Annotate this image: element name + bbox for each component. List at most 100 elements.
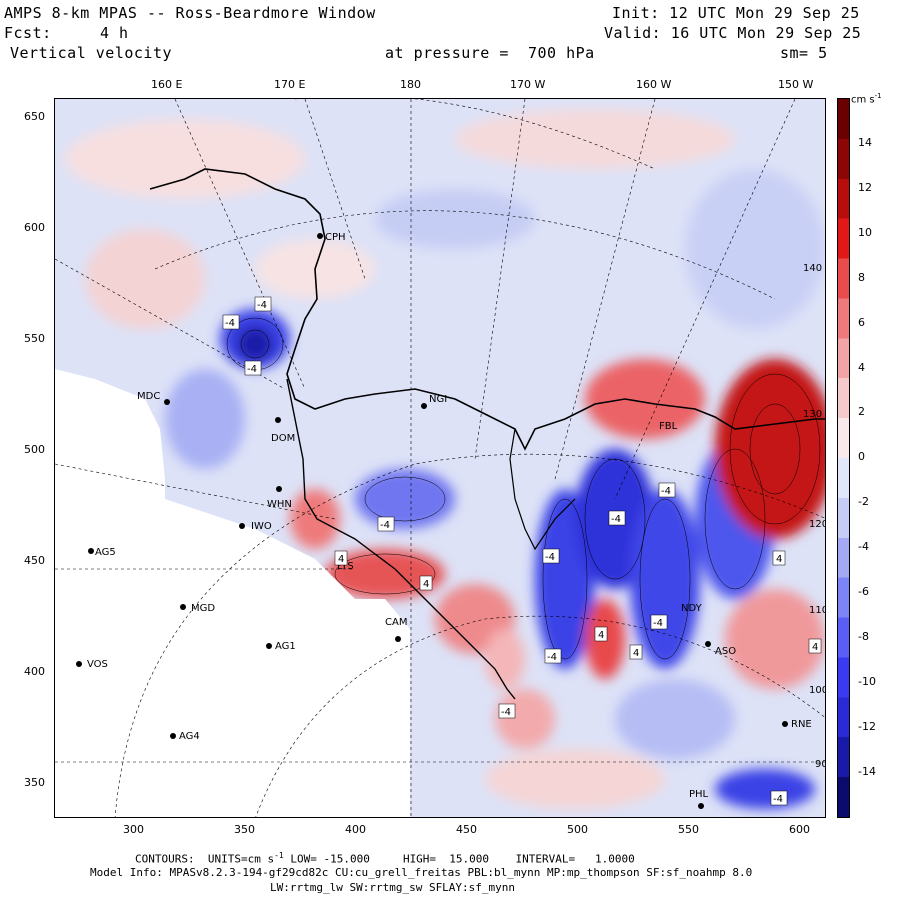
svg-text:4: 4 — [633, 648, 639, 659]
svg-text:4: 4 — [776, 554, 782, 565]
station-iwo: IWO — [251, 521, 272, 532]
x-tick-400: 400 — [345, 823, 366, 836]
ice-shelf-edge — [286, 378, 516, 700]
svg-text:-4: -4 — [611, 514, 621, 525]
colorbar-tick: 12 — [858, 180, 872, 194]
colorbar-tick: -10 — [858, 674, 876, 688]
station-mgd: MGD — [191, 603, 215, 614]
x-tick-350: 350 — [234, 823, 255, 836]
svg-text:-4: -4 — [661, 486, 671, 497]
map-title: AMPS 8-km MPAS -- Ross-Beardmore Window — [4, 4, 376, 22]
colorbar-tick: -14 — [858, 764, 876, 778]
contour-info: CONTOURS: UNITS=cm s-1 LOW= -15.000 HIGH… — [135, 851, 635, 866]
lon-110w: 110 W — [809, 605, 826, 616]
colorbar-units: cm s-1 — [851, 92, 882, 106]
lon-130w: 130 W — [803, 409, 826, 420]
top-tick-170w: 170 W — [510, 78, 546, 91]
colorbar-tick: -4 — [858, 540, 869, 554]
svg-text:-4: -4 — [247, 364, 257, 375]
station-ag5: AG5 — [95, 547, 116, 558]
top-tick-180: 180 — [400, 78, 421, 91]
station-ngi: NGI — [429, 394, 447, 405]
station-vos: VOS — [87, 659, 108, 670]
y-tick-600: 600 — [24, 221, 45, 234]
valid-time: Valid: 16 UTC Mon 29 Sep 25 — [604, 24, 862, 42]
svg-text:-4: -4 — [501, 707, 511, 718]
y-tick-650: 650 — [24, 110, 45, 123]
lon-120w: 120 W — [809, 519, 826, 530]
colorbar-tick: -2 — [858, 495, 869, 509]
station-cph: CPH — [325, 232, 346, 243]
graticule — [55, 99, 825, 817]
y-tick-550: 550 — [24, 332, 45, 345]
top-tick-150w: 150 W — [778, 78, 814, 91]
y-tick-450: 450 — [24, 554, 45, 567]
colorbar-tick: 2 — [858, 405, 865, 419]
coastline — [149, 168, 825, 451]
model-info-radiation: LW:rrtmg_lw SW:rrtmg_sw SFLAY:sf_mynn — [270, 881, 516, 894]
station-phl: PHL — [689, 789, 709, 800]
svg-text:-4: -4 — [773, 794, 783, 805]
lon-140w: 140 W — [803, 263, 826, 274]
station-fbl: FBL — [659, 421, 678, 432]
x-tick-550: 550 — [678, 823, 699, 836]
lon-labels-right: 140 W 130 W 120 W 110 W 100 W 90 W — [803, 263, 826, 770]
svg-text:4: 4 — [423, 579, 429, 590]
station-aso: ASO — [715, 646, 736, 657]
svg-text:-4: -4 — [547, 652, 557, 663]
svg-text:-4: -4 — [653, 618, 663, 629]
svg-text:4: 4 — [338, 554, 344, 565]
no-data-region — [55, 369, 410, 817]
colorbar-tick: 8 — [858, 270, 865, 284]
top-tick-170e: 170 E — [274, 78, 306, 91]
svg-text:4: 4 — [812, 642, 818, 653]
station-lys: LYS — [337, 561, 354, 572]
station-dom: DOM — [271, 433, 295, 444]
station-ndy: NDY — [681, 603, 703, 614]
forecast-hour: 4 h — [100, 24, 129, 42]
x-tick-500: 500 — [567, 823, 588, 836]
svg-text:-4: -4 — [225, 318, 235, 329]
colorbar-tick: 14 — [858, 136, 872, 149]
model-info: Model Info: MPASv8.2.3-194-gf29cd82c CU:… — [90, 866, 753, 879]
station-cam: CAM — [385, 617, 407, 628]
colorbar-tick: 6 — [858, 315, 865, 329]
station-whn: WHN — [267, 499, 292, 510]
colorbar-tick: -12 — [858, 719, 876, 733]
field-name: Vertical velocity — [10, 44, 173, 62]
vertical-velocity-map[interactable]: CPH MDC NGI FBL DOM WHN IWO AG5 MGD AG1 … — [54, 98, 826, 818]
colorbar-tick: 4 — [858, 360, 865, 374]
smoothing: sm= 5 — [780, 44, 828, 62]
x-tick-300: 300 — [123, 823, 144, 836]
x-tick-450: 450 — [456, 823, 477, 836]
colorbar-tick: 10 — [858, 225, 872, 239]
y-tick-500: 500 — [24, 443, 45, 456]
station-ag4: AG4 — [179, 731, 200, 742]
top-tick-160e: 160 E — [151, 78, 183, 91]
colorbar-tick: -8 — [858, 629, 869, 643]
contour-labels: -4 -4 -4 -4 -4 -4 -4 -4 -4 -4 -4 4 4 4 4… — [222, 296, 822, 806]
svg-text:4: 4 — [598, 630, 604, 641]
lon-90w: 90 W — [815, 759, 826, 770]
y-tick-400: 400 — [24, 665, 45, 678]
station-labels: CPH MDC NGI FBL DOM WHN IWO AG5 MGD AG1 … — [87, 232, 812, 800]
top-tick-160w: 160 W — [636, 78, 672, 91]
svg-text:-4: -4 — [257, 300, 267, 311]
velocity-field — [65, 109, 825, 809]
forecast-label: Fcst: — [4, 24, 52, 42]
svg-text:-4: -4 — [380, 520, 390, 531]
ridge-line — [509, 428, 576, 551]
station-ag1: AG1 — [275, 641, 296, 652]
colorbar-tick: -6 — [858, 585, 869, 598]
station-markers — [76, 233, 788, 809]
map-canvas: CPH MDC NGI FBL DOM WHN IWO AG5 MGD AG1 … — [55, 99, 826, 817]
colorbar — [837, 98, 850, 818]
colorbar-tick: 0 — [858, 450, 865, 464]
pressure-level: at pressure = 700 hPa — [385, 44, 595, 62]
station-rne: RNE — [791, 719, 812, 730]
svg-text:-4: -4 — [545, 552, 555, 563]
y-tick-350: 350 — [24, 776, 45, 789]
lon-100w: 100 W — [809, 685, 826, 696]
station-mdc: MDC — [137, 391, 160, 402]
x-tick-600: 600 — [789, 823, 810, 836]
